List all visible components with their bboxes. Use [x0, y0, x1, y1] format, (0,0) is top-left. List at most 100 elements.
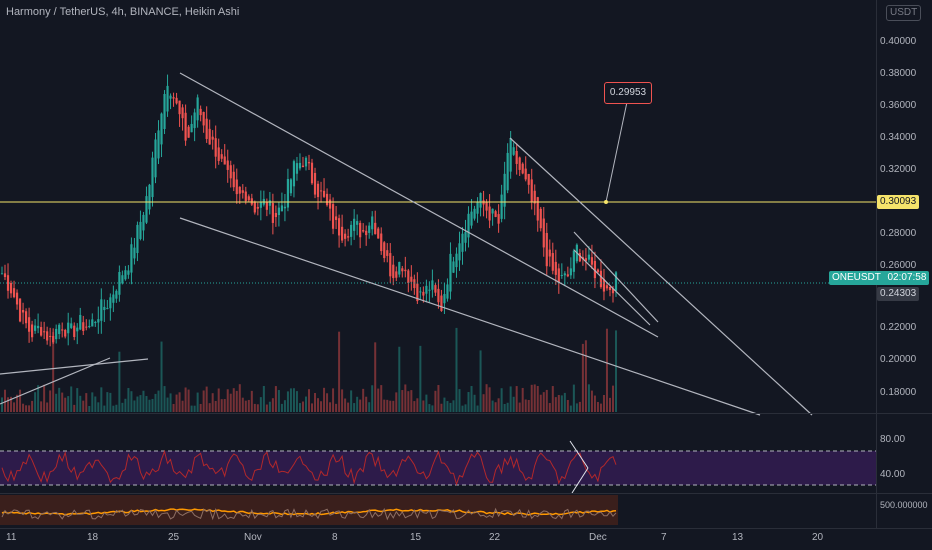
candle-body [250, 198, 253, 205]
rsi-band [0, 451, 876, 485]
volume-bar [160, 341, 163, 412]
volume-bar [286, 391, 289, 412]
trendline-upper-wedge[interactable] [179, 72, 659, 338]
candle-body [467, 213, 470, 238]
volume-bar [238, 384, 241, 412]
trendline-lower-wedge[interactable] [179, 217, 761, 416]
volume-bar [106, 392, 109, 412]
volume-bar [374, 342, 377, 412]
candle-body [428, 289, 431, 291]
volume-bar [235, 390, 238, 412]
time-label: 7 [661, 532, 667, 543]
price-label: 0.28000 [880, 228, 917, 239]
candle-body [325, 193, 329, 206]
volume-bar [524, 399, 527, 412]
candle-body [401, 268, 404, 272]
candle-body [437, 288, 440, 303]
volume-bar [241, 397, 244, 412]
volume-bar [497, 398, 500, 412]
candle-body [217, 147, 220, 161]
trendline-small-upper[interactable] [573, 231, 659, 323]
trendline-support-left[interactable] [0, 357, 111, 405]
candle-body [295, 163, 299, 174]
candle-body [151, 157, 154, 198]
volume-bar [464, 404, 467, 412]
time-label: 13 [732, 532, 744, 543]
candle-body [232, 171, 235, 188]
candle-body [313, 172, 317, 195]
price-axis-border [876, 0, 877, 528]
volume-bar [404, 384, 407, 412]
volume-bar [145, 396, 148, 412]
volume-bar [413, 401, 416, 412]
candle-body [479, 193, 482, 208]
candle-body [271, 203, 274, 223]
volume-bar [295, 391, 298, 412]
candle-body [563, 273, 566, 276]
candle-body [328, 199, 332, 209]
volume-bar [118, 351, 121, 412]
rsi-divergence-line[interactable] [569, 440, 589, 469]
volume-bar [64, 397, 67, 412]
volume-bar [199, 403, 202, 412]
volume-bar [383, 399, 386, 412]
volume-bar [338, 331, 341, 412]
volume-bar [494, 402, 497, 412]
volume-bar [602, 395, 605, 412]
candle-body [383, 242, 386, 259]
candle-body [142, 214, 145, 231]
volume-bar [88, 405, 91, 412]
candle-body [124, 270, 127, 280]
volume-bar [256, 404, 259, 412]
volume-bar [49, 390, 52, 412]
candle-body [503, 173, 506, 207]
candle-body [533, 190, 536, 204]
candle-body [292, 161, 296, 187]
volume-bar [7, 397, 10, 412]
candle-body [310, 162, 314, 184]
volume-bar [449, 402, 452, 412]
price-callout[interactable]: 0.29953 [604, 82, 652, 104]
trendline-small-lower[interactable] [573, 249, 651, 326]
candle-body [392, 264, 395, 279]
volume-bar [608, 397, 611, 412]
time-label: 18 [87, 532, 99, 543]
volume-bar [226, 389, 229, 412]
time-label: 25 [168, 532, 180, 543]
candle-body [166, 85, 169, 112]
candle-body [298, 162, 302, 169]
trendline-channel-upper[interactable] [509, 137, 813, 416]
rsi-line [1, 449, 617, 486]
volume-bar [130, 391, 133, 412]
volume-bar [509, 386, 512, 412]
candle-body [226, 160, 229, 170]
candle-body [569, 268, 572, 276]
candle-body [500, 194, 503, 219]
volume-bar [277, 390, 280, 412]
candle-body [473, 208, 476, 219]
volume-bar [268, 401, 271, 412]
trendline-support-left-2[interactable] [0, 358, 149, 375]
candle-body [21, 310, 25, 313]
volume-bar [503, 403, 506, 412]
volume-bar [422, 400, 425, 412]
candle-body [193, 112, 196, 129]
candle-body [247, 196, 250, 201]
volume-bar [479, 350, 482, 412]
pane-separator-2[interactable] [0, 493, 932, 494]
candle-body [512, 147, 515, 155]
candle-body [64, 329, 67, 337]
candle-body [407, 270, 410, 283]
pane-separator-1[interactable] [0, 413, 932, 414]
candle-body [590, 257, 594, 265]
candle-body [341, 226, 344, 241]
volume-bar [250, 390, 253, 412]
time-label: 20 [812, 532, 824, 543]
currency-button[interactable]: USDT [886, 5, 922, 21]
candle-body [115, 290, 118, 299]
rsi-divergence-line-2[interactable] [571, 467, 589, 494]
volume-bar [446, 401, 449, 412]
volume-bar [175, 394, 178, 412]
volume-bar [112, 405, 115, 412]
